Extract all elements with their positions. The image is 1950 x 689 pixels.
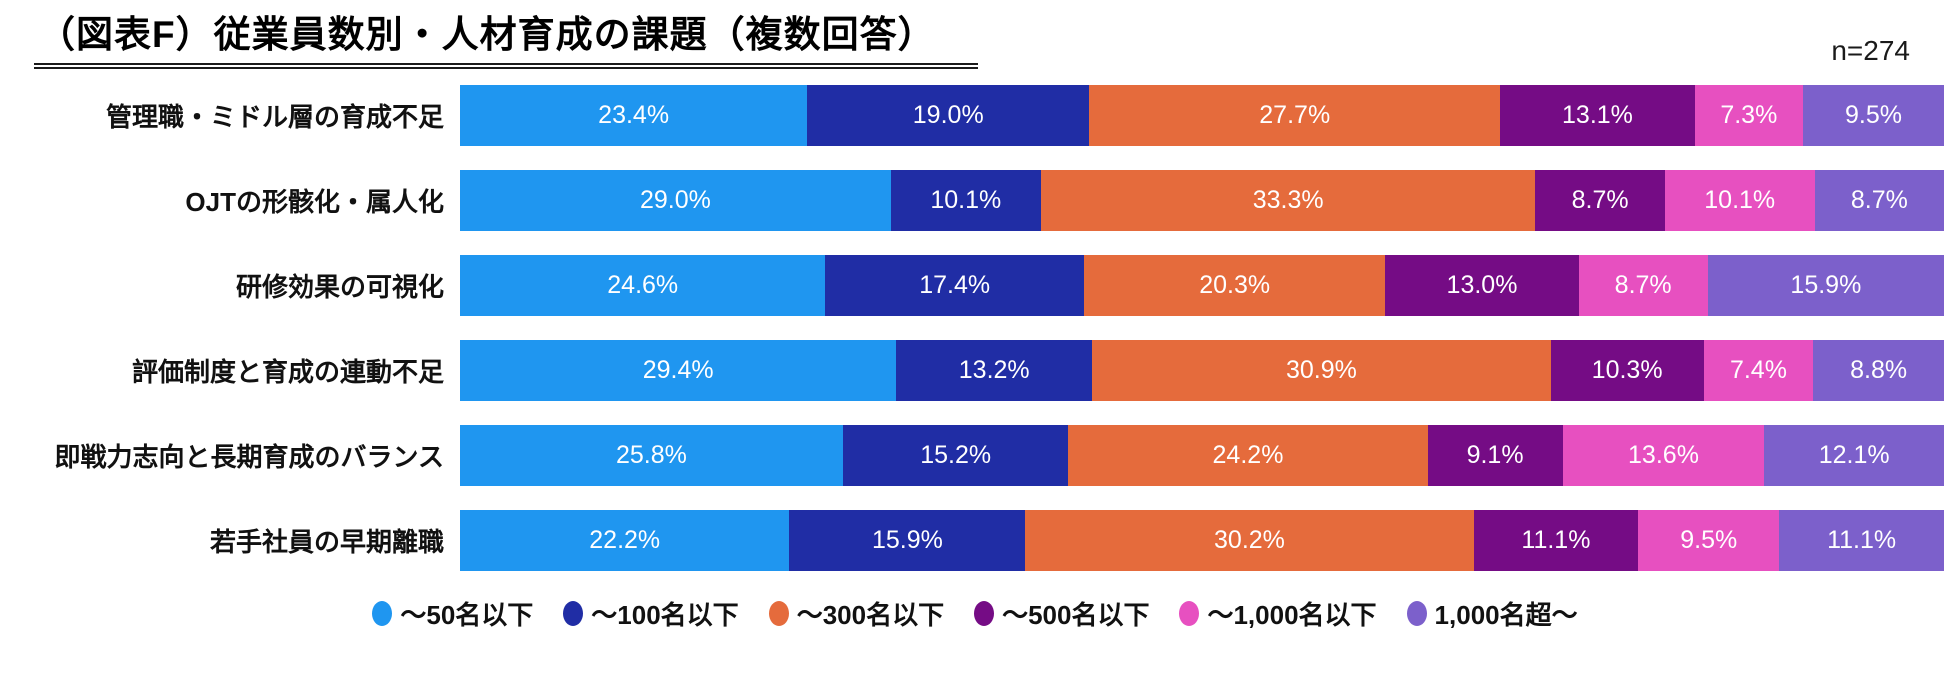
bar-segment: 19.0% xyxy=(807,85,1090,147)
bar-segment: 8.7% xyxy=(1535,170,1665,232)
bar-segment: 24.2% xyxy=(1068,425,1428,487)
bar-segment: 30.2% xyxy=(1025,510,1474,572)
bar-row: 即戦力志向と長期育成のバランス 25.8% 15.2% 24.2% 9.1% 13.6% 1… xyxy=(0,425,1950,487)
sample-size-label: n=274 xyxy=(1831,35,1910,67)
series-color-dot-icon xyxy=(1406,601,1427,627)
stacked-bar: 29.4% 13.2% 30.9% 10.3% 7.4% 8.8% xyxy=(460,340,1944,402)
bar-segment: 13.0% xyxy=(1385,255,1579,317)
bar-segment: 7.4% xyxy=(1703,340,1814,402)
bar-segment: 10.3% xyxy=(1550,340,1704,402)
stacked-bar-chart: 管理職・ミドル層の育成不足 23.4% 19.0% 27.7% 13.1% 7.3% 9.5… xyxy=(0,85,1950,572)
bar-segment: 8.8% xyxy=(1813,340,1944,402)
bar-segment: 15.2% xyxy=(842,425,1069,487)
bar-segment: 11.1% xyxy=(1473,510,1639,572)
category-label: 即戦力志向と長期育成のバランス xyxy=(54,442,444,473)
legend-label: ～300名以下 xyxy=(796,600,945,631)
stacked-bar: 24.6% 17.4% 20.3% 13.0% 8.7% 15.9% xyxy=(460,255,1944,317)
legend-item: ～50名以下 xyxy=(372,595,533,632)
bar-segment: 11.1% xyxy=(1779,510,1944,572)
bar-segment: 23.4% xyxy=(460,85,808,147)
bar-segment: 22.2% xyxy=(460,510,790,572)
series-color-dot-icon xyxy=(768,601,789,627)
chart-title: （図表F）従業員数別・人材育成の課題（複数回答） xyxy=(34,12,978,70)
bar-segment: 29.4% xyxy=(460,340,897,402)
bar-row: 評価制度と育成の連動不足 29.4% 13.2% 30.9% 10.3% 7.4% 8.8% xyxy=(0,340,1950,402)
bar-segment: 7.3% xyxy=(1694,85,1803,147)
category-label: 研修効果の可視化 xyxy=(235,272,444,303)
bar-row: 管理職・ミドル層の育成不足 23.4% 19.0% 27.7% 13.1% 7.3% 9.5… xyxy=(0,85,1950,147)
bar-segment: 27.7% xyxy=(1089,85,1501,147)
bar-row: OJTの形骸化・属人化 29.0% 10.1% 33.3% 8.7% 10.1% 8.7% xyxy=(0,170,1950,232)
legend-item: ～300名以下 xyxy=(768,595,945,632)
stacked-bar: 22.2% 15.9% 30.2% 11.1% 9.5% 11.1% xyxy=(460,510,1944,572)
legend-label: ～1,000名以下 xyxy=(1207,600,1377,631)
bar-segment: 9.5% xyxy=(1802,85,1944,147)
bar-row: 若手社員の早期離職 22.2% 15.9% 30.2% 11.1% 9.5% 11.1% xyxy=(0,510,1950,572)
category-label: 若手社員の早期離職 xyxy=(209,527,444,558)
bar-segment: 12.1% xyxy=(1764,425,1944,487)
bar-segment: 25.8% xyxy=(460,425,843,487)
legend-label: ～500名以下 xyxy=(1002,600,1150,631)
series-color-dot-icon xyxy=(1179,601,1200,627)
chart-header: （図表F）従業員数別・人材育成の課題（複数回答） n=274 xyxy=(0,0,1950,70)
legend-label: ～100名以下 xyxy=(591,600,739,631)
bar-segment: 8.7% xyxy=(1814,170,1944,232)
bar-segment: 10.1% xyxy=(1664,170,1815,232)
bar-segment: 29.0% xyxy=(460,170,891,232)
bar-segment: 10.1% xyxy=(890,170,1041,232)
bar-segment: 9.5% xyxy=(1638,510,1780,572)
legend-item: ～500名以下 xyxy=(974,595,1149,632)
legend-item: ～1,000名以下 xyxy=(1179,595,1377,632)
bar-segment: 24.6% xyxy=(460,255,826,317)
legend-item: 1,000名超～ xyxy=(1406,595,1578,632)
chart-legend: ～50名以下 ～100名以下 ～300名以下 ～500名以下 ～1,000名以下 1,00… xyxy=(0,595,1950,632)
series-color-dot-icon xyxy=(372,601,393,627)
bar-segment: 17.4% xyxy=(825,255,1084,317)
bar-row: 研修効果の可視化 24.6% 17.4% 20.3% 13.0% 8.7% 15.9% xyxy=(0,255,1950,317)
stacked-bar: 29.0% 10.1% 33.3% 8.7% 10.1% 8.7% xyxy=(460,170,1944,232)
bar-segment: 30.9% xyxy=(1092,340,1551,402)
bar-segment: 20.3% xyxy=(1083,255,1386,317)
stacked-bar: 25.8% 15.2% 24.2% 9.1% 13.6% 12.1% xyxy=(460,425,1944,487)
category-label: 管理職・ミドル層の育成不足 xyxy=(105,102,444,133)
series-color-dot-icon xyxy=(974,601,995,627)
bar-segment: 13.6% xyxy=(1562,425,1765,487)
bar-segment: 15.9% xyxy=(789,510,1026,572)
bar-segment: 9.1% xyxy=(1427,425,1563,487)
bar-segment: 13.1% xyxy=(1500,85,1695,147)
bar-segment: 13.2% xyxy=(896,340,1093,402)
legend-label: ～50名以下 xyxy=(400,600,534,631)
stacked-bar: 23.4% 19.0% 27.7% 13.1% 7.3% 9.5% xyxy=(460,85,1944,147)
legend-item: ～100名以下 xyxy=(563,595,739,632)
category-label: OJTの形骸化・属人化 xyxy=(185,187,444,218)
bar-segment: 8.7% xyxy=(1578,255,1708,317)
category-label: 評価制度と育成の連動不足 xyxy=(131,357,444,388)
bar-segment: 15.9% xyxy=(1707,255,1944,317)
legend-label: 1,000名超～ xyxy=(1434,600,1578,631)
series-color-dot-icon xyxy=(563,601,584,627)
bar-segment: 33.3% xyxy=(1040,170,1536,232)
